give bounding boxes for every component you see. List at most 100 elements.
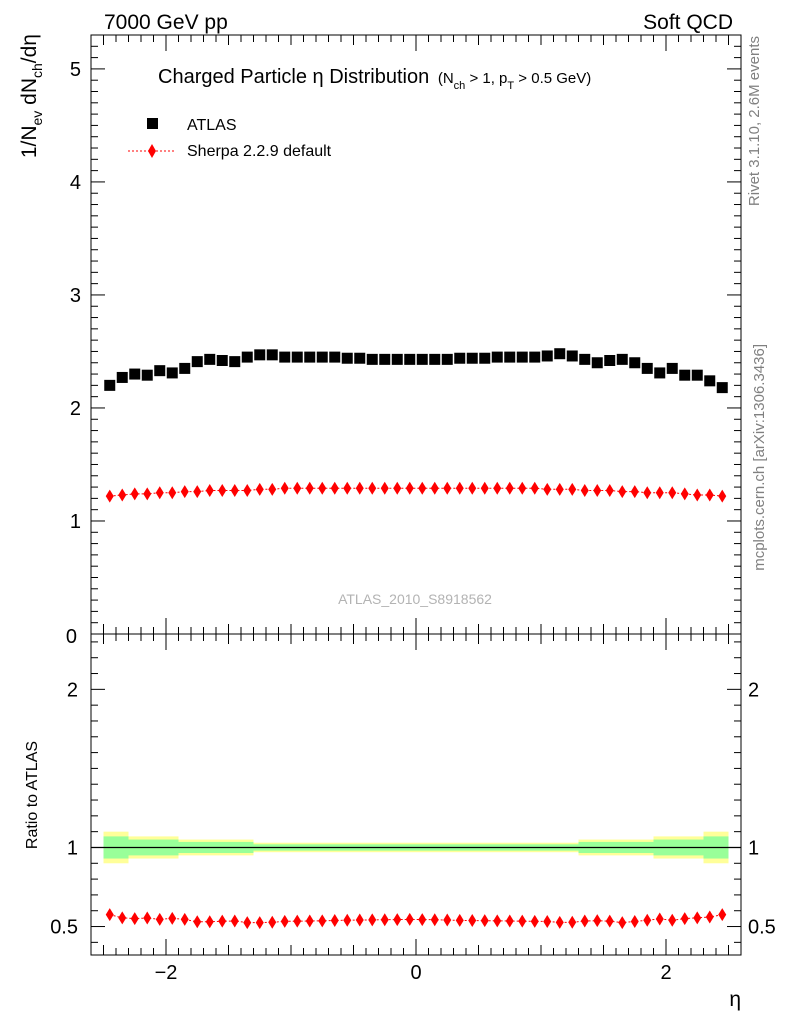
analysis-watermark: ATLAS_2010_S8918562	[338, 591, 492, 607]
ratio-point	[655, 912, 664, 926]
upper-y-tick-label: 3	[70, 285, 81, 307]
ratio-point	[468, 914, 477, 928]
atlas-point	[254, 349, 266, 361]
ratio-point	[530, 914, 539, 928]
upper-y-tick-label: 2	[70, 398, 81, 420]
sherpa-point	[655, 486, 664, 500]
atlas-point	[279, 351, 291, 363]
atlas-point	[441, 353, 453, 365]
ratio-y-axis-label: Ratio to ATLAS	[24, 741, 41, 849]
ratio-point	[155, 912, 164, 926]
sherpa-point	[618, 485, 627, 499]
sherpa-point	[718, 489, 727, 503]
sherpa-point	[468, 481, 477, 495]
sherpa-point	[318, 481, 327, 495]
sherpa-point	[530, 481, 539, 495]
legend-marker-sherpa	[148, 144, 156, 158]
atlas-point	[516, 351, 528, 363]
ratio-point	[180, 912, 189, 926]
sherpa-point	[630, 485, 639, 499]
ratio-point	[668, 913, 677, 927]
sherpa-point	[518, 481, 527, 495]
ratio-point	[130, 912, 139, 926]
ratio-data-points	[105, 908, 727, 930]
sherpa-point	[693, 488, 702, 502]
ratio-point	[518, 914, 527, 928]
sherpa-point	[555, 482, 564, 496]
sherpa-point	[218, 483, 227, 497]
atlas-point	[704, 375, 716, 387]
ratio-plot-frame	[90, 633, 742, 956]
upper-data-points	[104, 348, 728, 503]
atlas-point	[104, 379, 116, 391]
ratio-y-tick-label-right: 2	[748, 679, 759, 701]
atlas-point	[654, 367, 666, 379]
sherpa-point	[143, 487, 152, 501]
sherpa-point	[105, 489, 114, 503]
lower-ticks: 0.5 0.5 1 1 2 2 −2 0 2	[50, 634, 776, 984]
ratio-point	[430, 913, 439, 927]
atlas-point	[354, 352, 366, 364]
atlas-point	[141, 369, 153, 381]
ratio-point	[168, 911, 177, 925]
ratio-point	[230, 914, 239, 928]
sherpa-point	[593, 483, 602, 497]
ratio-point	[393, 913, 402, 927]
atlas-point	[554, 348, 566, 360]
sherpa-point	[130, 487, 139, 501]
sherpa-point	[355, 481, 364, 495]
atlas-point	[179, 362, 191, 374]
atlas-point	[504, 351, 516, 363]
sherpa-point	[430, 481, 439, 495]
ratio-point	[330, 914, 339, 928]
atlas-point	[629, 357, 641, 369]
atlas-point	[191, 356, 203, 368]
ratio-point	[443, 913, 452, 927]
ratio-point	[680, 912, 689, 926]
ratio-point	[593, 914, 602, 928]
mcplots-label: mcplots.cern.ch [arXiv:1306.3436]	[751, 344, 768, 571]
ratio-point	[205, 915, 214, 929]
ratio-point	[268, 915, 277, 929]
atlas-point	[679, 369, 691, 381]
ratio-point	[343, 913, 352, 927]
atlas-point	[491, 351, 503, 363]
header-left: 7000 GeV pp	[104, 11, 228, 34]
atlas-point	[529, 351, 541, 363]
rivet-label: Rivet 3.1.10, 2.6M events	[746, 36, 763, 206]
ratio-point	[693, 911, 702, 925]
ratio-point	[643, 913, 652, 927]
ratio-point	[555, 915, 564, 929]
sherpa-point	[605, 483, 614, 497]
ratio-line	[109, 914, 723, 924]
legend-label-sherpa: Sherpa 2.2.9 default	[187, 143, 332, 160]
ratio-point	[355, 913, 364, 927]
atlas-point	[429, 353, 441, 365]
sherpa-point	[293, 481, 302, 495]
atlas-point	[241, 351, 253, 363]
sherpa-point	[255, 482, 264, 496]
atlas-point	[466, 352, 478, 364]
atlas-point	[591, 357, 603, 369]
sherpa-point	[243, 483, 252, 497]
ratio-point	[405, 912, 414, 926]
sherpa-point	[330, 481, 339, 495]
atlas-point	[391, 353, 403, 365]
ratio-point	[630, 914, 639, 928]
sherpa-point	[268, 482, 277, 496]
sherpa-point	[393, 481, 402, 495]
atlas-point	[129, 368, 141, 380]
atlas-point	[541, 350, 553, 362]
sherpa-point	[568, 482, 577, 496]
sherpa-point	[443, 481, 452, 495]
atlas-point	[116, 371, 128, 383]
atlas-point	[204, 353, 216, 365]
x-tick-label: 2	[660, 962, 671, 984]
ratio-uncertainty-band	[91, 831, 741, 864]
upper-y-tick-label: 4	[70, 172, 81, 194]
header-right: Soft QCD	[643, 11, 733, 34]
ratio-point	[193, 915, 202, 929]
ratio-point	[280, 914, 289, 928]
sherpa-point	[205, 483, 214, 497]
atlas-point	[716, 382, 728, 394]
